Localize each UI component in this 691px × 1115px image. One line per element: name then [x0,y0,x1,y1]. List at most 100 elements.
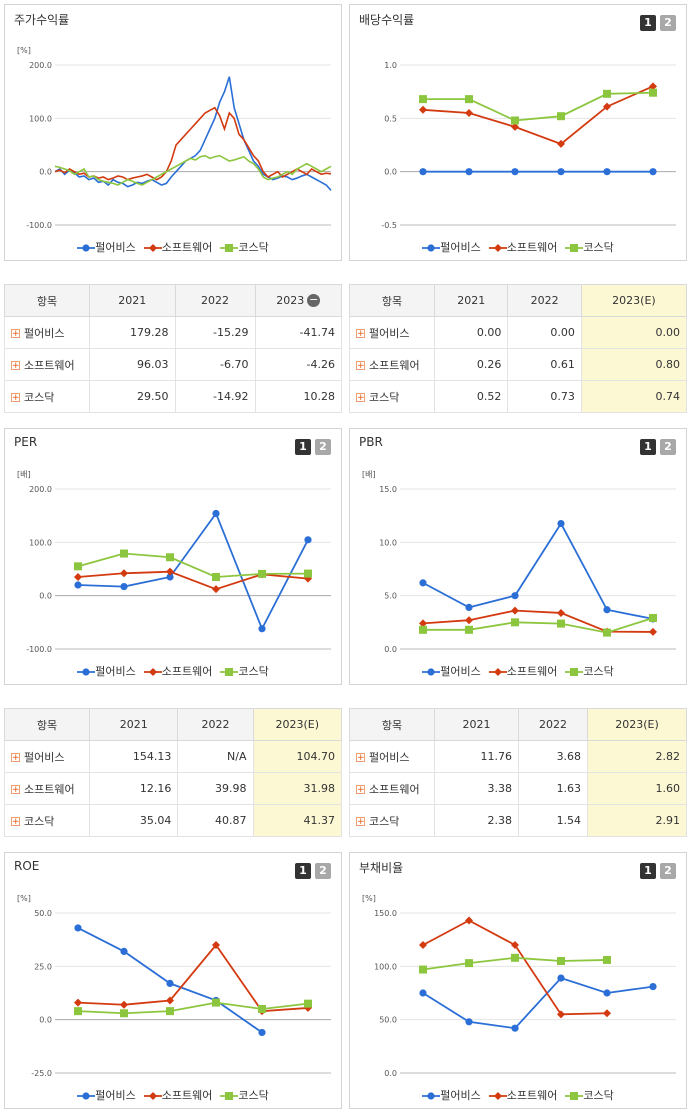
page-button-2[interactable]: 2 [315,863,331,879]
row-label[interactable]: + 펄어비스 [349,740,435,773]
table-cell: -14.92 [174,380,256,413]
data-point [419,965,427,974]
expand-icon[interactable]: + [11,753,20,763]
expand-icon[interactable]: + [11,393,20,403]
legend-label: 펄어비스 [95,241,136,254]
row-label[interactable]: + 소프트웨어 [4,348,90,381]
legend-label: 펄어비스 [440,1089,481,1102]
expand-icon[interactable]: + [356,393,365,403]
y-tick-label: 25.0 [34,962,52,971]
legend-item[interactable]: 코스닥 [220,663,269,679]
row-label[interactable]: + 코스닥 [4,804,90,837]
legend-item[interactable]: 코스닥 [220,1087,269,1103]
legend-item[interactable]: 코스닥 [565,239,614,255]
data-point [258,569,266,578]
legend-item[interactable]: 펄어비스 [77,1087,136,1103]
page-button-1[interactable]: 1 [640,15,656,31]
legend-item[interactable]: 펄어비스 [77,239,136,255]
data-point [74,1007,82,1016]
collapse-icon[interactable]: − [307,293,321,308]
legend-marker [570,668,579,676]
expand-icon[interactable]: + [356,329,365,339]
y-tick-label: 0.5 [384,114,397,123]
data-point [304,574,312,583]
legend-item[interactable]: 펄어비스 [422,239,481,255]
data-point [419,95,427,104]
expand-icon[interactable]: + [11,817,20,827]
legend-item[interactable]: 코스닥 [220,239,269,255]
legend-item[interactable]: 코스닥 [565,1087,614,1103]
roe-panel: ROE 12 [%]50.025.00.0-25.020182019202020… [4,852,342,1109]
row-label[interactable]: + 코스닥 [349,804,435,837]
table-cell: 2.82 [587,740,687,773]
y-tick-label: 100.0 [29,114,52,123]
expand-icon[interactable]: + [356,753,365,763]
legend-item[interactable]: 소프트웨어 [143,239,212,255]
legend-marker [427,668,435,676]
legend-label: 코스닥 [238,1089,269,1102]
row-label[interactable]: + 소프트웨어 [349,348,435,381]
row-label[interactable]: + 코스닥 [4,380,90,413]
legend-item[interactable]: 펄어비스 [77,663,136,679]
data-point [603,89,611,98]
expand-icon[interactable]: + [11,329,20,339]
expand-icon[interactable]: + [356,817,365,827]
table-cell: 1.60 [587,772,687,805]
dividend-table: 항목 2021 2022 2023(E) + 펄어비스 0.00 0.00 0.00 + 소프트웨어… [349,284,688,413]
data-point [649,983,657,991]
data-point [649,168,657,176]
expand-icon[interactable]: + [356,785,365,795]
expand-icon[interactable]: + [356,361,365,371]
page-button-2[interactable]: 2 [660,15,676,31]
page-button-2[interactable]: 2 [660,863,676,879]
legend-marker [82,668,90,676]
expand-icon[interactable]: + [11,361,20,371]
legend-item[interactable]: 소프트웨어 [143,1087,212,1103]
table-cell: 0.74 [580,380,688,413]
expand-icon[interactable]: + [11,785,20,795]
legend-item[interactable]: 소프트웨어 [143,663,212,679]
data-point [603,989,611,997]
legend-item[interactable]: 소프트웨어 [488,663,557,679]
table-cell: 1.54 [517,804,589,837]
page-button-1[interactable]: 1 [640,863,656,879]
table-header: 2021 [433,284,509,317]
row-label[interactable]: + 펄어비스 [349,316,435,349]
row-label[interactable]: + 소프트웨어 [349,772,435,805]
per-panel: PER 12 [배]200.0100.00.0-100.020182019202… [4,428,342,685]
data-point [120,549,128,558]
legend-item[interactable]: 펄어비스 [422,663,481,679]
page-button-2[interactable]: 2 [315,439,331,455]
legend-item[interactable]: 코스닥 [565,663,614,679]
row-label[interactable]: + 코스닥 [349,380,435,413]
panel-title: 주가수익률 [14,13,70,27]
y-tick-label: -0.5 [381,221,397,230]
legend-label: 펄어비스 [95,1089,136,1102]
table-header: 2023(E) [252,708,342,741]
page-button-1[interactable]: 1 [295,439,311,455]
row-label[interactable]: + 소프트웨어 [4,772,90,805]
row-label[interactable]: + 펄어비스 [4,316,90,349]
row-label[interactable]: + 펄어비스 [4,740,90,773]
table-row: + 소프트웨어 96.03 -6.70 -4.26 [4,348,343,381]
page-button-1[interactable]: 1 [295,863,311,879]
legend-item[interactable]: 소프트웨어 [488,1087,557,1103]
y-tick-label: 15.0 [379,485,397,494]
data-point [557,619,565,628]
y-tick-label: 150.0 [374,909,397,918]
legend-item[interactable]: 펄어비스 [422,1087,481,1103]
page-button-1[interactable]: 1 [640,439,656,455]
legend-item[interactable]: 소프트웨어 [488,239,557,255]
legend-marker [427,1092,435,1100]
table-row: + 코스닥 0.52 0.73 0.74 [349,380,688,413]
page-button-2[interactable]: 2 [660,439,676,455]
data-point [166,567,174,576]
legend-marker [493,668,502,676]
series-line [54,106,332,181]
table-cell: -6.70 [174,348,256,381]
data-point [557,1010,565,1019]
data-point [166,573,174,581]
per-chart: [배]200.0100.00.0-100.0201820192020202120… [17,470,331,654]
